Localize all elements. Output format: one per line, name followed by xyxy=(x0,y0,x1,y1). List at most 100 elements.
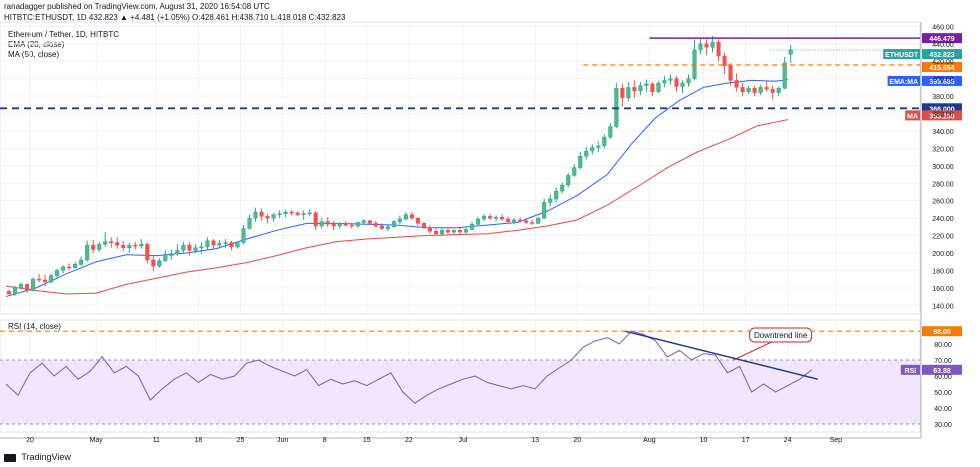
downtrend-callout-pointer xyxy=(733,341,772,361)
candle-body xyxy=(373,223,378,227)
price-tick-label: 340.00 xyxy=(932,129,954,136)
candle-body xyxy=(307,212,312,215)
candle-body xyxy=(548,198,553,203)
candle-body xyxy=(776,87,781,93)
time-tick-label: Jul xyxy=(459,437,468,444)
candle-body xyxy=(584,150,589,157)
candle-body xyxy=(277,213,282,216)
candle-body xyxy=(710,41,715,48)
candle-body xyxy=(18,284,24,289)
candle-body xyxy=(289,211,294,214)
ma-value-tag-bg xyxy=(922,110,962,121)
ma-value-tag: 353.288 xyxy=(929,113,954,120)
candle-body xyxy=(421,223,426,228)
candle-body xyxy=(253,211,258,219)
candle-body xyxy=(163,255,168,262)
ma-50-line xyxy=(5,119,788,295)
candle-body xyxy=(445,230,451,233)
price-tick-label: 400.00 xyxy=(932,77,954,84)
candle-body xyxy=(656,82,661,92)
candle-body xyxy=(782,62,787,89)
candle-body xyxy=(121,244,126,249)
price-tick-label: 180.00 xyxy=(932,268,954,275)
candle-body xyxy=(770,88,775,93)
candle-body xyxy=(620,87,625,99)
candle-body xyxy=(211,240,216,246)
candle-body xyxy=(12,287,18,295)
candle-body xyxy=(475,218,481,225)
candle-body xyxy=(457,230,463,233)
candle-body xyxy=(109,241,114,243)
candle-body xyxy=(325,221,330,225)
candle-body xyxy=(127,244,132,249)
candle-body xyxy=(644,83,649,86)
candle-body xyxy=(692,49,697,79)
candle-body xyxy=(686,78,691,84)
time-tick-label: 20 xyxy=(26,437,34,444)
legend-rsi: RSI (14, close) xyxy=(8,322,61,331)
candle-body xyxy=(734,80,739,88)
candle-body xyxy=(512,219,517,222)
time-tick-label: May xyxy=(90,437,104,444)
candle-body xyxy=(24,284,30,291)
ema-value-tag-bg xyxy=(922,75,962,86)
price-tick-label: 300.00 xyxy=(932,164,954,171)
time-tick-label: 11 xyxy=(153,437,160,444)
candle-body xyxy=(758,87,763,93)
candle-body xyxy=(157,260,162,267)
candle-body xyxy=(566,175,571,186)
tradingview-logo[interactable]: TradingView xyxy=(4,452,71,462)
candle-body xyxy=(223,242,228,244)
rsi-overbought-tag: 88.00 xyxy=(933,329,951,336)
candle-body xyxy=(409,214,414,219)
legend-ma: MA (50, close) xyxy=(8,50,60,59)
candle-body xyxy=(439,230,445,235)
time-tick-label: 22 xyxy=(405,437,413,444)
candle-body xyxy=(494,216,499,219)
candle-body xyxy=(602,136,607,147)
candle-body xyxy=(632,87,637,92)
candle-body xyxy=(43,279,48,282)
price-tick-label: 380.00 xyxy=(932,94,954,101)
candle-body xyxy=(169,253,174,256)
time-tick-label: 10 xyxy=(700,437,708,444)
time-tick-label: 20 xyxy=(573,437,581,444)
candle-body xyxy=(427,227,432,232)
rsi-band xyxy=(0,360,920,424)
level-value-tag: 415.654 xyxy=(929,65,954,72)
candle-body xyxy=(668,78,673,81)
candle-body xyxy=(85,244,90,261)
candle-body xyxy=(542,202,547,219)
price-tick-label: 280.00 xyxy=(932,181,954,188)
candle-body xyxy=(590,147,595,152)
candle-body xyxy=(181,244,186,251)
downtrend-callout-box xyxy=(749,327,813,343)
time-tick-label: 13 xyxy=(531,437,539,444)
price-tick-label: 360.00 xyxy=(932,112,954,119)
candle-body xyxy=(518,219,523,222)
candle-body xyxy=(319,221,324,227)
time-tick-label: Sep xyxy=(830,437,843,444)
candle-body xyxy=(355,222,360,227)
candle-body xyxy=(247,217,252,229)
price-tick-label: 260.00 xyxy=(932,199,954,206)
candle-body xyxy=(367,220,372,224)
candle-body xyxy=(265,216,270,219)
candle-body xyxy=(560,184,565,192)
last-price-tag-bg xyxy=(922,49,962,60)
candle-body xyxy=(37,278,42,281)
candle-body xyxy=(235,242,240,248)
rsi-tick-label: 70.00 xyxy=(934,358,952,365)
support-value-tag: 366.000 xyxy=(929,106,954,113)
candle-body xyxy=(572,167,577,176)
candle-body xyxy=(530,222,535,224)
rsi-tick-label: 40.00 xyxy=(934,406,952,413)
tradingview-brand: TradingView xyxy=(21,452,71,462)
candle-body xyxy=(193,247,198,251)
candle-body xyxy=(397,218,402,222)
candle-body xyxy=(73,264,78,269)
candle-body xyxy=(433,230,438,235)
time-tick-label: Jun xyxy=(277,437,288,444)
tradingview-icon xyxy=(4,453,16,462)
